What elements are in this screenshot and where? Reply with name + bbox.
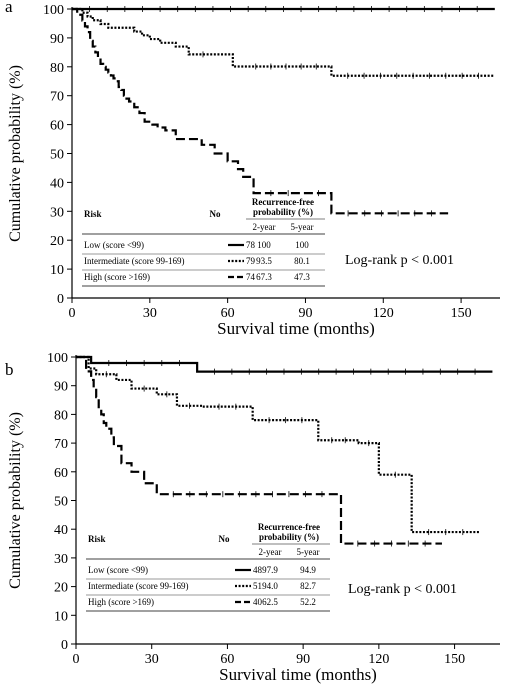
series-line-dotted [76,355,480,534]
risk-table: Risk No Recurrence-free probability (%) 2-ye… [82,197,325,287]
y-tick-label: 10 [50,263,64,278]
table-header-rfp: Recurrence-free probability (%) [258,522,320,542]
x-axis-label: Survival time (months) [217,319,375,338]
table-row-risk: Low (score <99) [88,565,148,575]
table-header-no: No [219,534,230,544]
table-row-5y: 47.3 [294,272,310,282]
table-row-2y: 62.5 [262,597,278,607]
table-row-risk: High (score >169) [84,272,150,282]
y-tick-label: 70 [50,90,64,105]
x-tick-label: 30 [145,652,159,667]
y-tick-label: 30 [50,205,64,220]
table-header-rfp: Recurrence-free probability (%) [252,197,314,217]
y-tick-label: 100 [47,351,68,366]
y-tick-label: 20 [50,234,64,249]
log-rank-annotation: Log-rank p < 0.001 [348,582,457,597]
y-tick-label: 90 [54,380,68,395]
y-tick-label: 40 [54,523,68,538]
y-tick-label: 80 [50,61,64,76]
y-tick-label: 70 [54,437,68,452]
table-row-5y: 80.1 [294,256,310,266]
table-header-2y: 2-year [253,222,276,232]
x-tick-label: 120 [368,652,389,667]
table-row-5y: 94.9 [300,565,316,575]
table-header-no: No [210,209,221,219]
table-row-no: 40 [253,597,263,607]
series-line-dotted [72,7,495,77]
table-row-2y: 93.5 [256,256,272,266]
x-tick-label: 60 [221,306,235,321]
table-header-5y: 5-year [297,547,320,557]
x-tick-label: 120 [373,306,394,321]
table-row-risk: Intermediate (score 99-169) [88,581,188,591]
risk-table: Risk No Recurrence-free probability (%) 2-ye… [86,522,330,612]
table-header-risk: Risk [84,209,102,219]
y-tick-label: 20 [54,581,68,596]
chart-panel-b: b 0 10 20 30 40 50 60 70 80 90 100 0 30 60 90 120 150 Surv… [5,351,500,684]
panel-label: b [5,360,14,379]
table-row-risk: High (score >169) [88,597,154,607]
x-tick-label: 90 [296,652,310,667]
table-header-5y: 5-year [291,222,314,232]
y-tick-label: 60 [54,466,68,481]
y-tick-label: 100 [43,3,64,18]
y-tick-label: 30 [54,552,68,567]
table-row-no: 48 [253,565,263,575]
y-tick-label: 50 [54,495,68,510]
y-tick-label: 90 [50,32,64,47]
table-row-2y: 100 [257,240,271,250]
y-tick-label: 0 [61,638,68,653]
y-axis-label: Cumulative probability (%) [7,65,24,242]
x-tick-label: 150 [444,652,465,667]
table-row-no: 78 [246,240,256,250]
table-row-risk: Low (score <99) [84,240,144,250]
table-row-no: 74 [246,272,256,282]
table-row-2y: 97.9 [262,565,278,575]
table-row-2y: 94.0 [262,581,278,591]
y-tick-label: 0 [57,292,64,307]
y-tick-label: 60 [50,119,64,134]
table-row-no: 51 [253,581,262,591]
table-row-no: 79 [246,256,256,266]
series-line-dashed [72,7,449,215]
y-tick-label: 10 [54,609,68,624]
log-rank-annotation: Log-rank p < 0.001 [345,253,454,268]
panel-label: a [5,0,13,16]
x-tick-label: 0 [69,306,76,321]
x-tick-label: 30 [143,306,157,321]
y-tick-label: 50 [50,148,64,163]
series-line-dashed [76,355,442,545]
x-tick-label: 60 [220,652,234,667]
x-tick-label: 150 [451,306,472,321]
table-row-risk: Intermediate (score 99-169) [84,256,184,266]
x-tick-label: 0 [73,652,80,667]
y-tick-label: 40 [50,176,64,191]
y-axis-label: Cumulative probability (%) [7,412,24,589]
chart-panel-a: a 0 10 20 30 40 50 60 70 80 90 100 0 30 60 90 120 150 Surv… [5,0,500,338]
x-axis-label: Survival time (months) [219,665,377,684]
table-row-2y: 67.3 [256,272,272,282]
table-header-risk: Risk [88,534,106,544]
y-tick-label: 80 [54,408,68,423]
x-tick-label: 90 [298,306,312,321]
table-row-5y: 82.7 [300,581,316,591]
table-header-2y: 2-year [259,547,282,557]
table-row-5y: 52.2 [300,597,316,607]
table-row-5y: 100 [295,240,309,250]
